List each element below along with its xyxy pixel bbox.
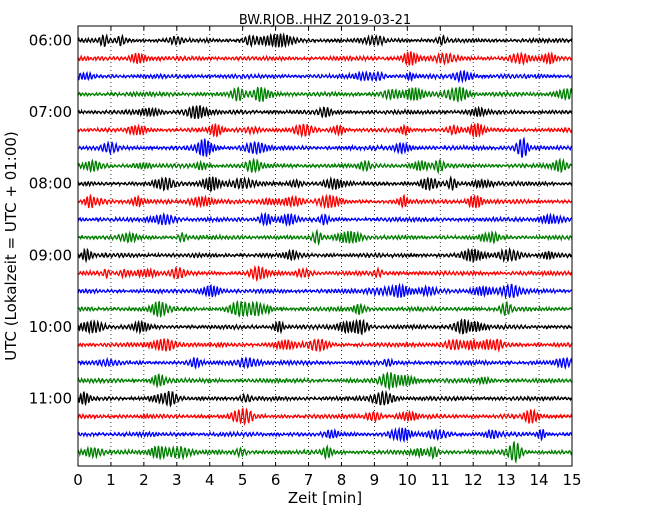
chart-title: BW.RJOB..HHZ 2019-03-21 bbox=[239, 13, 411, 28]
x-tick-label: 10 bbox=[398, 471, 417, 489]
trace-0945 bbox=[78, 299, 572, 319]
x-tick-label: 4 bbox=[205, 471, 215, 489]
trace-1115 bbox=[78, 407, 572, 427]
x-tick-label: 6 bbox=[271, 471, 281, 489]
x-tick-label: 5 bbox=[238, 471, 248, 489]
trace-0900 bbox=[78, 246, 572, 264]
trace-0715 bbox=[78, 122, 572, 139]
y-axis-label: UTC (Lokalzeit = UTC + 01:00) bbox=[2, 131, 20, 361]
trace-0845 bbox=[78, 228, 572, 247]
x-tick-label: 12 bbox=[464, 471, 483, 489]
trace-0730 bbox=[78, 136, 572, 158]
y-tick-label: 09:00 bbox=[29, 246, 72, 264]
trace-0915 bbox=[78, 264, 572, 282]
trace-1045 bbox=[78, 371, 572, 392]
vertical-grid bbox=[110, 26, 540, 466]
y-tick-label: 07:00 bbox=[29, 103, 72, 121]
trace-1000 bbox=[78, 318, 572, 336]
trace-0800 bbox=[78, 175, 572, 193]
trace-0930 bbox=[78, 282, 572, 300]
trace-0815 bbox=[78, 193, 572, 210]
trace-0630 bbox=[78, 69, 572, 84]
y-tick-label: 06:00 bbox=[29, 32, 72, 50]
seismogram-traces bbox=[78, 32, 572, 465]
y-tick-label: 10:00 bbox=[29, 318, 72, 336]
axis-ticks: 0 1 2 3 4 5 6 7 8 9 10 11 12 13 14 1506:0007:0008:0009:… bbox=[29, 26, 582, 489]
trace-0745 bbox=[78, 157, 572, 175]
x-tick-label: 13 bbox=[497, 471, 516, 489]
x-tick-label: 1 bbox=[106, 471, 116, 489]
trace-1145 bbox=[78, 440, 572, 465]
trace-1100 bbox=[78, 389, 572, 408]
y-tick-label: 11:00 bbox=[29, 390, 72, 408]
x-tick-label: 8 bbox=[337, 471, 347, 489]
trace-0700 bbox=[78, 105, 572, 120]
y-tick-label: 08:00 bbox=[29, 175, 72, 193]
x-tick-label: 14 bbox=[530, 471, 549, 489]
x-tick-label: 2 bbox=[139, 471, 149, 489]
trace-0645 bbox=[78, 86, 572, 103]
trace-0600 bbox=[78, 32, 572, 49]
x-tick-label: 7 bbox=[304, 471, 314, 489]
trace-1130 bbox=[78, 426, 572, 443]
x-tick-label: 11 bbox=[431, 471, 450, 489]
trace-0615 bbox=[78, 51, 572, 67]
trace-1030 bbox=[78, 356, 572, 370]
x-tick-label: 0 bbox=[73, 471, 83, 489]
trace-1015 bbox=[78, 338, 572, 353]
x-tick-label: 3 bbox=[172, 471, 182, 489]
x-axis-label: Zeit [min] bbox=[288, 489, 362, 507]
x-tick-label: 15 bbox=[562, 471, 581, 489]
trace-0830 bbox=[78, 211, 572, 227]
x-tick-label: 9 bbox=[370, 471, 380, 489]
plot-frame bbox=[77, 25, 573, 467]
